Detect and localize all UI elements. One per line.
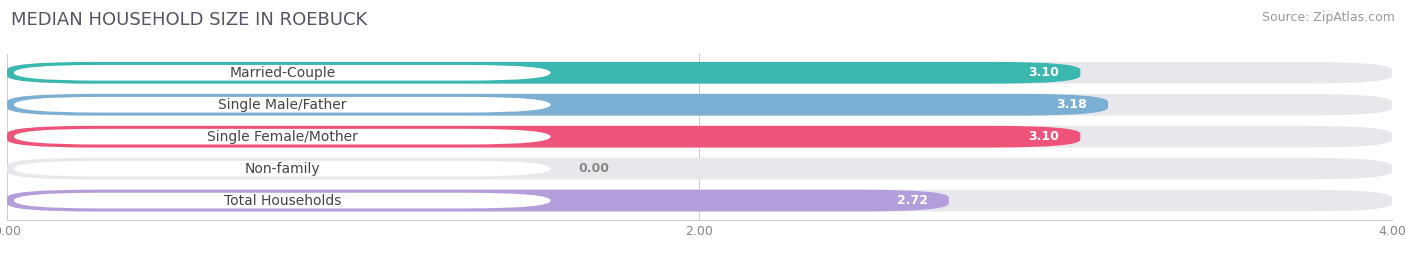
FancyBboxPatch shape <box>7 190 1392 211</box>
FancyBboxPatch shape <box>7 62 1080 84</box>
Text: 3.10: 3.10 <box>1029 66 1060 79</box>
FancyBboxPatch shape <box>7 94 1392 116</box>
Text: 3.18: 3.18 <box>1056 98 1087 111</box>
FancyBboxPatch shape <box>14 161 551 176</box>
FancyBboxPatch shape <box>7 62 1392 84</box>
Text: Total Households: Total Households <box>224 193 342 208</box>
FancyBboxPatch shape <box>7 126 1392 148</box>
FancyBboxPatch shape <box>14 65 551 81</box>
Text: Non-family: Non-family <box>245 162 321 176</box>
FancyBboxPatch shape <box>7 126 1080 148</box>
FancyBboxPatch shape <box>14 193 551 209</box>
FancyBboxPatch shape <box>7 190 949 211</box>
Text: MEDIAN HOUSEHOLD SIZE IN ROEBUCK: MEDIAN HOUSEHOLD SIZE IN ROEBUCK <box>11 11 367 29</box>
Text: Married-Couple: Married-Couple <box>229 66 336 80</box>
Text: Source: ZipAtlas.com: Source: ZipAtlas.com <box>1261 11 1395 24</box>
Text: 2.72: 2.72 <box>897 194 928 207</box>
Text: 3.10: 3.10 <box>1029 130 1060 143</box>
FancyBboxPatch shape <box>7 94 1108 116</box>
FancyBboxPatch shape <box>7 158 1392 180</box>
Text: Single Male/Father: Single Male/Father <box>218 98 346 112</box>
FancyBboxPatch shape <box>14 129 551 144</box>
Text: Single Female/Mother: Single Female/Mother <box>207 130 357 144</box>
Text: 0.00: 0.00 <box>578 162 609 175</box>
FancyBboxPatch shape <box>14 97 551 113</box>
